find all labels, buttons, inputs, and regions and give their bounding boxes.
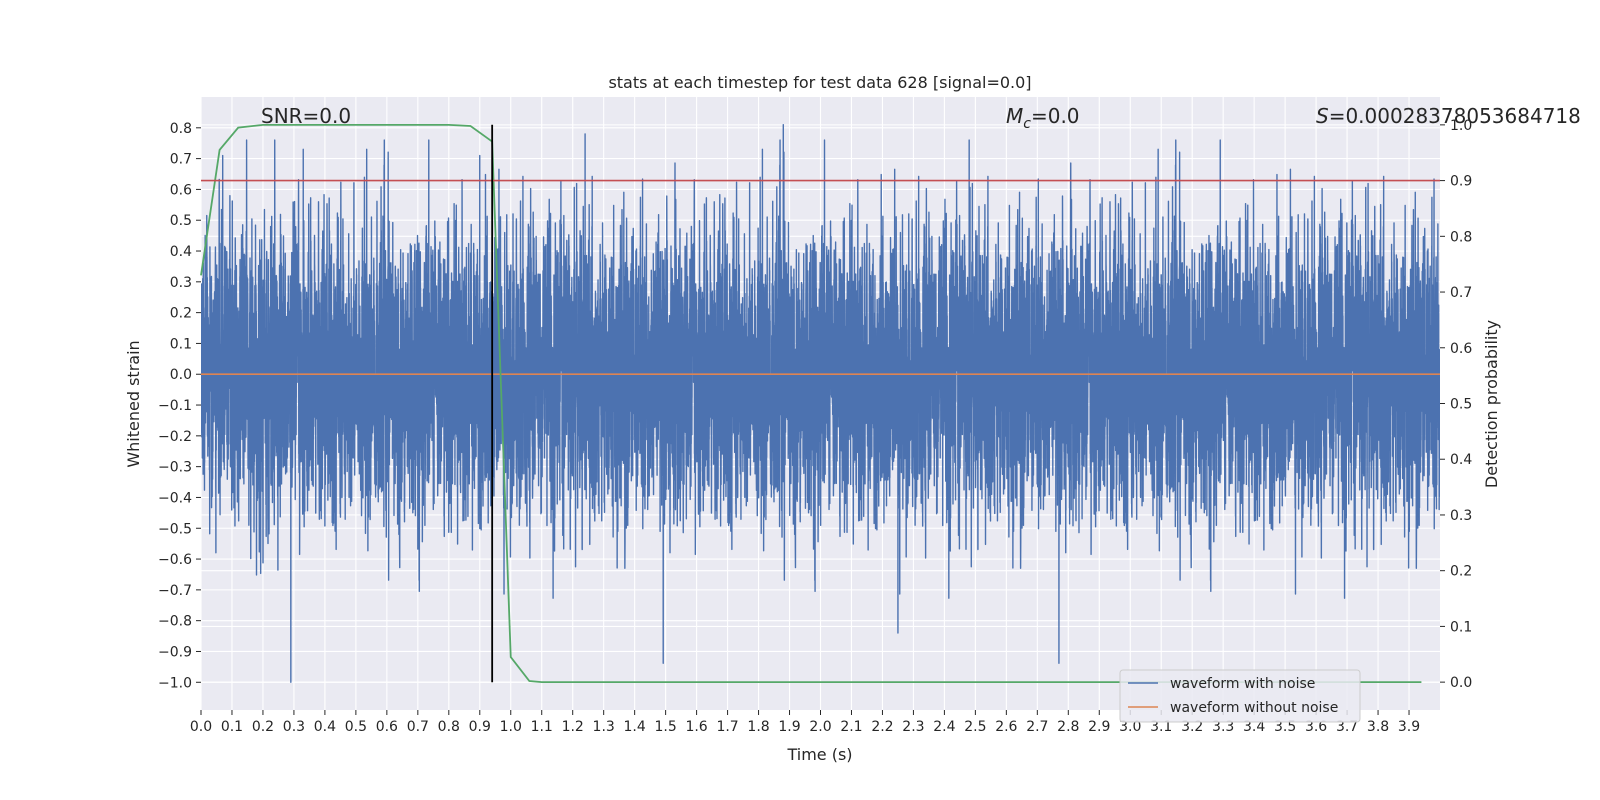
x-tick-label: 2.6 bbox=[995, 719, 1017, 735]
chart-title: stats at each timestep for test data 628… bbox=[608, 73, 1031, 92]
y-tick-label: 0.4 bbox=[170, 244, 192, 260]
x-tick-label: 3.2 bbox=[1181, 719, 1203, 735]
legend: waveform with noise waveform without noi… bbox=[1119, 669, 1361, 723]
y-tick-label: 0.0 bbox=[170, 367, 192, 383]
x-tick-label: 3.9 bbox=[1398, 719, 1420, 735]
y-tick-label: −0.3 bbox=[158, 460, 192, 476]
x-tick-label: 2.8 bbox=[1057, 719, 1079, 735]
x-tick-label: 2.3 bbox=[902, 719, 924, 735]
x-tick-label: 0.7 bbox=[407, 719, 429, 735]
x-tick-label: 1.7 bbox=[716, 719, 738, 735]
y-axis-ticks: 0.8 0.7 0.6 0.5 0.4 0.3 0.2 0.1 0.0 −0.1 −0.2 −0.3 −… bbox=[158, 121, 201, 691]
x-axis-ticks: 0.0 0.1 0.2 0.3 0.4 0.5 0.6 0.7 0.8 0.9 1.0 1.1 1.2 1… bbox=[190, 710, 1420, 735]
legend-label-waveform-with-noise: waveform with noise bbox=[1170, 676, 1315, 692]
legend-label-waveform-without-noise: waveform without noise bbox=[1170, 700, 1338, 716]
x-tick-label: 0.2 bbox=[252, 719, 274, 735]
chirp-mass-value: =0.0 bbox=[1031, 104, 1080, 128]
y-tick-label: −0.4 bbox=[158, 490, 192, 506]
chirp-mass-subscript: c bbox=[1023, 116, 1031, 132]
x-tick-label: 1.3 bbox=[593, 719, 615, 735]
y-tick-label: 0.8 bbox=[170, 121, 192, 137]
y-tick-label: −0.2 bbox=[158, 429, 192, 445]
s-value: =0.00028378053684718 bbox=[1329, 104, 1581, 128]
x-tick-label: 3.6 bbox=[1305, 719, 1327, 735]
x-tick-label: 3.0 bbox=[1119, 719, 1141, 735]
y2-tick-label: 0.1 bbox=[1450, 619, 1472, 635]
y2-tick-label: 0.8 bbox=[1450, 229, 1472, 245]
x-tick-label: 2.2 bbox=[871, 719, 893, 735]
s-symbol: S bbox=[1316, 104, 1329, 128]
x-tick-label: 3.3 bbox=[1212, 719, 1234, 735]
y2-tick-label: 0.9 bbox=[1450, 174, 1472, 190]
y2-tick-label: 0.3 bbox=[1450, 508, 1472, 524]
x-tick-label: 1.9 bbox=[778, 719, 800, 735]
y2-tick-label: 0.5 bbox=[1450, 397, 1472, 413]
snr-annotation: SNR=0.0 bbox=[261, 104, 351, 128]
y-tick-label: −0.7 bbox=[158, 583, 192, 599]
x-tick-label: 1.1 bbox=[531, 719, 553, 735]
y-tick-label: 0.3 bbox=[170, 275, 192, 291]
x-tick-label: 3.7 bbox=[1336, 719, 1358, 735]
y-tick-label: 0.1 bbox=[170, 336, 192, 352]
y-tick-label: −1.0 bbox=[158, 675, 192, 691]
x-tick-label: 1.2 bbox=[562, 719, 584, 735]
x-tick-label: 1.5 bbox=[654, 719, 676, 735]
chirp-mass-annotation: Mc=0.0 bbox=[1006, 104, 1080, 132]
y2-tick-label: 0.0 bbox=[1450, 675, 1472, 691]
x-tick-label: 2.9 bbox=[1088, 719, 1110, 735]
x-axis-label: Time (s) bbox=[786, 745, 852, 764]
y2-tick-label: 0.6 bbox=[1450, 341, 1472, 357]
y-tick-label: −0.5 bbox=[158, 521, 192, 537]
chirp-mass-symbol: M bbox=[1006, 104, 1023, 128]
x-tick-label: 2.1 bbox=[840, 719, 862, 735]
x-tick-label: 0.3 bbox=[283, 719, 305, 735]
legend-box bbox=[1119, 669, 1361, 723]
y-tick-label: 0.7 bbox=[170, 152, 192, 168]
x-tick-label: 1.6 bbox=[685, 719, 707, 735]
y2-tick-label: 0.2 bbox=[1450, 564, 1472, 580]
x-tick-label: 1.8 bbox=[747, 719, 769, 735]
y2-axis-ticks: 1.0 0.9 0.8 0.7 0.6 0.5 0.4 0.3 0.2 0.1 0.0 bbox=[1440, 118, 1472, 691]
y-axis-label: Whitened strain bbox=[124, 340, 143, 467]
x-tick-label: 3.5 bbox=[1274, 719, 1296, 735]
y-tick-label: 0.2 bbox=[170, 306, 192, 322]
x-tick-label: 0.5 bbox=[345, 719, 367, 735]
detection-probability-line bbox=[200, 123, 1422, 684]
x-tick-label: 2.4 bbox=[933, 719, 955, 735]
x-tick-label: 1.0 bbox=[500, 719, 522, 735]
x-tick-label: 3.4 bbox=[1243, 719, 1265, 735]
x-tick-label: 0.0 bbox=[190, 719, 212, 735]
x-tick-label: 2.7 bbox=[1026, 719, 1048, 735]
y-tick-label: −0.1 bbox=[158, 398, 192, 414]
x-tick-label: 1.4 bbox=[624, 719, 646, 735]
x-tick-label: 0.6 bbox=[376, 719, 398, 735]
y2-tick-label: 1.0 bbox=[1450, 118, 1472, 134]
series-detection-probability bbox=[200, 123, 1422, 684]
x-tick-label: 2.0 bbox=[809, 719, 831, 735]
y-tick-label: −0.9 bbox=[158, 644, 192, 660]
y-tick-label: 0.5 bbox=[170, 213, 192, 229]
x-tick-label: 3.1 bbox=[1150, 719, 1172, 735]
x-tick-label: 2.5 bbox=[964, 719, 986, 735]
x-tick-label: 0.8 bbox=[438, 719, 460, 735]
y-tick-label: 0.6 bbox=[170, 182, 192, 198]
y-tick-label: −0.6 bbox=[158, 552, 192, 568]
y2-tick-label: 0.4 bbox=[1450, 452, 1472, 468]
y2-tick-label: 0.7 bbox=[1450, 285, 1472, 301]
x-tick-label: 0.4 bbox=[314, 719, 336, 735]
y-tick-label: −0.8 bbox=[158, 614, 192, 630]
y2-axis-label: Detection probability bbox=[1482, 320, 1501, 488]
x-tick-label: 0.9 bbox=[469, 719, 491, 735]
x-tick-label: 3.8 bbox=[1367, 719, 1389, 735]
s-annotation: S=0.00028378053684718 bbox=[1316, 104, 1581, 128]
x-tick-label: 0.1 bbox=[221, 719, 243, 735]
